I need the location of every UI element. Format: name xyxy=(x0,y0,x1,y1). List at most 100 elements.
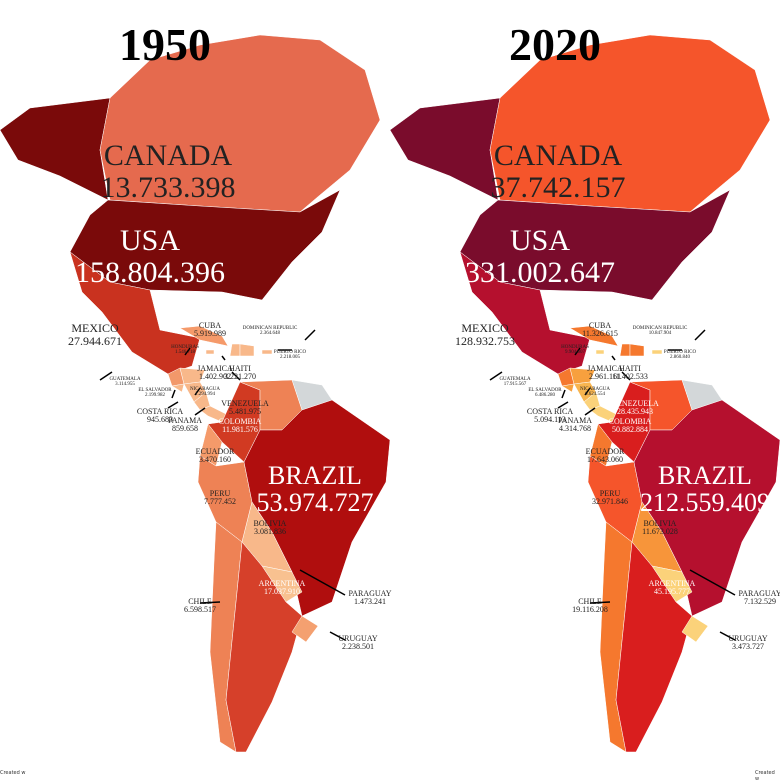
country-population: 5.481.975 xyxy=(228,407,261,417)
map-1950: 1950 CANADA 13.733.398 USA 158.804.396 MEXIC… xyxy=(0,0,392,780)
arrow-icon xyxy=(199,601,221,604)
country-shape-dominican-republic xyxy=(239,343,255,357)
country-label-chile: CHILE 6.598.517 xyxy=(184,597,216,615)
country-name: JAMAICA xyxy=(587,364,623,373)
arrow-icon xyxy=(584,387,591,396)
country-label-usa: USA 158.804.396 xyxy=(75,225,225,288)
arrow-icon xyxy=(589,601,611,604)
country-population: 331.002.647 xyxy=(465,255,615,289)
country-population: 13.733.398 xyxy=(100,170,236,204)
country-shape-mexico xyxy=(69,251,201,375)
country-population: 11.326.615 xyxy=(582,329,618,339)
country-label-honduras: HONDURAS 9.904.607 xyxy=(561,345,589,356)
country-population: 2.860.840 xyxy=(669,355,690,361)
country-shape-cuba xyxy=(569,325,619,347)
country-label-uruguay: URUGUAY 3.473.727 xyxy=(728,634,768,652)
country-name: URUGUAY xyxy=(728,634,768,643)
country-shape-jamaica xyxy=(205,349,215,355)
country-label-jamaica: JAMAICA 2.961.161 xyxy=(587,364,623,382)
arrow-icon xyxy=(489,371,503,381)
country-name: PERU xyxy=(209,489,231,498)
country-population: 5.919.989 xyxy=(194,329,226,339)
arrow-icon xyxy=(574,347,581,356)
country-label-peru: PERU 7.777.452 xyxy=(204,489,236,507)
country-population: 2.238.501 xyxy=(341,642,374,652)
country-population: 1.546.718 xyxy=(175,350,195,356)
arrow-icon xyxy=(304,329,316,341)
country-label-el-salvador: EL SALVADOR 6.486.280 xyxy=(528,388,561,399)
country-label-cuba: CUBA 11.326.615 xyxy=(582,321,618,339)
country-population: 212.559.409 xyxy=(640,488,770,518)
country-name: PANAMA xyxy=(168,416,202,425)
country-name: COSTA RICA xyxy=(136,407,184,416)
country-name: NICARAGUA xyxy=(190,387,220,392)
country-shape-argentina xyxy=(615,541,693,753)
country-shape-el-salvador xyxy=(171,383,185,393)
country-name: ARGENTINA xyxy=(648,579,696,588)
country-name: DOMINICAN REPUBLIC xyxy=(242,326,298,331)
country-name: URUGUAY xyxy=(338,634,378,643)
arrow-icon xyxy=(689,569,736,596)
country-label-chile: CHILE 19.116.208 xyxy=(572,597,608,615)
country-population: 32.971.846 xyxy=(592,497,628,507)
country-name: DOMINICAN REPUBLIC xyxy=(632,326,688,331)
country-shape-argentina xyxy=(225,541,303,753)
country-population: 45.195.777 xyxy=(653,587,690,597)
country-population: 53.974.727 xyxy=(256,488,374,518)
country-name: HAITI xyxy=(229,364,251,373)
country-label-dominican-republic: DOMINICAN REPUBLIC 2.364.648 xyxy=(243,326,298,337)
country-population: 2.199.982 xyxy=(144,393,165,399)
year-title: 2020 xyxy=(509,19,601,70)
arrow-icon xyxy=(194,387,201,396)
arrow-icon xyxy=(621,371,631,381)
arrow-icon xyxy=(557,401,569,409)
country-shape-cuba xyxy=(179,325,229,347)
country-label-bolivia: BOLIVIA 11.673.028 xyxy=(642,519,678,537)
arrow-icon xyxy=(184,347,191,356)
country-population: 9.904.607 xyxy=(565,350,585,356)
country-shape-haiti xyxy=(619,343,631,357)
country-label-jamaica: JAMAICA 1.402.902 xyxy=(197,364,233,382)
country-population: 859.658 xyxy=(172,424,198,434)
country-shape-el-salvador xyxy=(561,383,575,393)
country-population: 4.314.768 xyxy=(559,424,591,434)
country-name: CUBA xyxy=(198,321,222,330)
country-label-brazil: BRAZIL 212.559.409 xyxy=(640,462,770,517)
country-name: BOLIVIA xyxy=(643,519,677,528)
country-label-guatemala: GUATEMALA 17.915.567 xyxy=(499,377,530,388)
country-label-venezuela: VENEZUELA 5.481.975 xyxy=(221,399,269,417)
country-name: PARAGUAY xyxy=(348,589,392,598)
arrow-icon xyxy=(329,631,346,641)
country-name: NICARAGUA xyxy=(580,387,610,392)
country-population: 3.473.727 xyxy=(731,642,764,652)
arrow-icon xyxy=(299,569,346,596)
country-name: JAMAICA xyxy=(197,364,233,373)
country-population: 1.294.994 xyxy=(195,392,215,398)
arrow-icon xyxy=(99,371,113,381)
arrow-icon xyxy=(561,389,566,399)
country-population: 1.473.241 xyxy=(353,597,386,607)
country-label-haiti: HAITI 11.402.533 xyxy=(612,364,648,382)
country-population: 3.470.160 xyxy=(198,455,231,465)
country-population: 17.037.910 xyxy=(263,587,300,597)
year-title: 1950 xyxy=(119,19,211,70)
country-name: BOLIVIA xyxy=(253,519,287,528)
country-population: 11.981.576 xyxy=(222,425,258,435)
country-population: 1.402.902 xyxy=(199,372,231,382)
country-name: EL SALVADOR xyxy=(138,388,172,393)
country-label-nicaragua: NICARAGUA 6.624.554 xyxy=(580,387,610,398)
country-name: BRAZIL xyxy=(658,461,752,490)
country-label-canada: CANADA 37.742.157 xyxy=(491,140,626,203)
country-name: PUERTO RICO xyxy=(273,350,307,355)
country-name: ECUADOR xyxy=(585,447,625,456)
arrow-icon xyxy=(194,407,206,416)
country-label-colombia: COLOMBIA 50.882.884 xyxy=(609,417,652,435)
country-population: 17.643.060 xyxy=(586,455,623,465)
country-name: USA xyxy=(509,224,570,257)
country-label-ecuador: ECUADOR 17.643.060 xyxy=(585,447,625,465)
country-name: HAITI xyxy=(619,364,641,373)
map-2020: 2020 CANADA 37.742.157 USA 331.002.647 MEXIC… xyxy=(390,0,780,782)
country-name: GUATEMALA xyxy=(109,377,141,382)
country-population: 11.673.028 xyxy=(642,527,678,537)
country-population: 3.221.270 xyxy=(224,372,256,382)
